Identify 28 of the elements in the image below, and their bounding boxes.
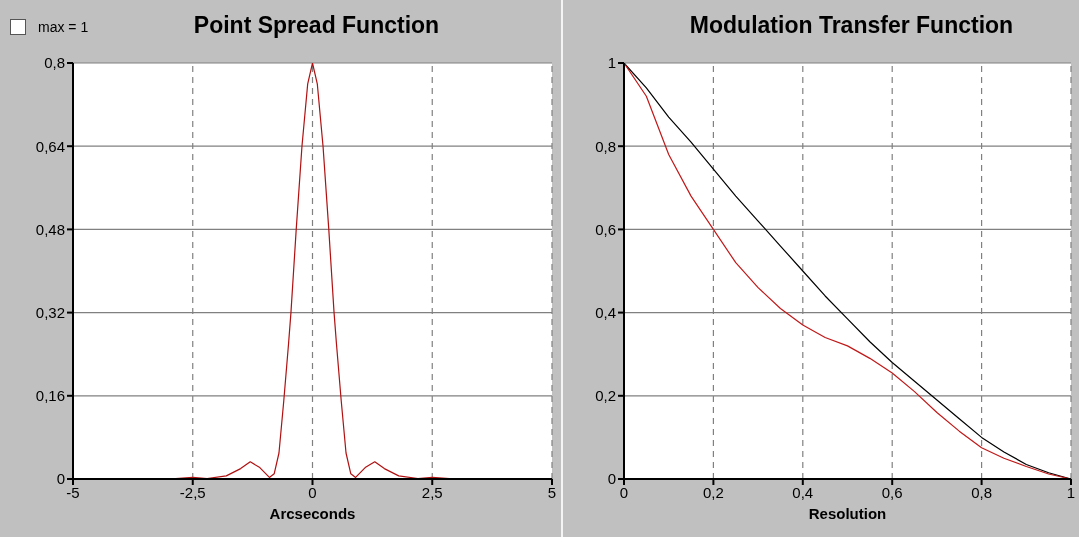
y-tick-label: 0,32 [35, 303, 65, 321]
x-tick-label: 1 [1066, 483, 1076, 501]
x-tick-label: -2,5 [179, 483, 206, 501]
y-tick-label: 0 [56, 470, 65, 488]
chart-title: Modulation Transfer Function [688, 12, 1015, 39]
x-axis-title: Arcseconds [269, 505, 356, 522]
x-tick-label: 0,8 [971, 483, 993, 501]
y-tick-label: 0,4 [595, 303, 616, 321]
y-tick-label: 0,48 [35, 220, 65, 238]
y-tick-label: 0,64 [35, 137, 65, 155]
y-tick-label: 1 [607, 54, 616, 72]
x-axis-title: Resolution [808, 505, 887, 522]
y-tick-label: 0,16 [35, 387, 65, 405]
chart-title: Point Spread Function [193, 12, 440, 38]
x-tick-label: 0 [308, 483, 317, 501]
x-tick-label: 2,5 [421, 483, 443, 501]
x-tick-label: 0 [619, 483, 629, 501]
y-tick-label: 0,8 [44, 54, 65, 72]
y-tick-label: 0,6 [595, 220, 616, 238]
y-tick-label: 0,2 [595, 387, 616, 405]
text: max = 1 [38, 19, 89, 35]
x-tick-label: 0,2 [702, 483, 724, 501]
x-tick-label: 0,4 [792, 483, 814, 501]
y-tick-label: 0,8 [595, 137, 616, 155]
x-tick-label: 5 [547, 483, 557, 501]
x-tick-label: -5 [66, 483, 80, 501]
x-tick-label: 0,6 [881, 483, 903, 501]
y-tick-label: 0 [607, 470, 616, 488]
